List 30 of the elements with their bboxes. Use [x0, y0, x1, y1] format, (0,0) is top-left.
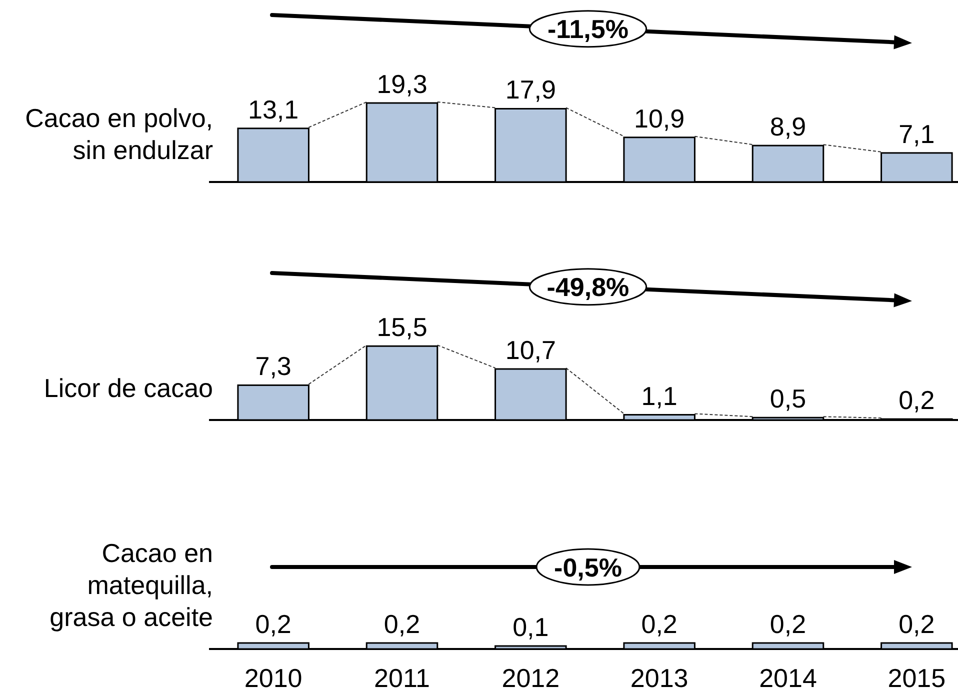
- text: -11,5%: [548, 14, 628, 44]
- data-label: 17,9: [505, 74, 556, 105]
- data-label: 19,3: [376, 69, 428, 99]
- x-tick-label: 2010: [244, 663, 302, 690]
- data-label: 0,2: [641, 608, 678, 639]
- data-label: 0,2: [898, 608, 935, 639]
- y-axis-title: Licor de cacao: [44, 373, 213, 403]
- data-label: 10,7: [505, 334, 556, 365]
- data-label: 7,3: [255, 351, 292, 382]
- data-label: 0,2: [898, 385, 935, 416]
- y-axis-title: Cacao en matequilla, grasa o aceite: [50, 538, 213, 632]
- x-tick-label: 2015: [888, 663, 946, 690]
- data-label: 0,5: [770, 384, 806, 414]
- data-label: 1,1: [641, 380, 678, 411]
- data-label: 0,1: [512, 612, 549, 642]
- x-tick-label: 2011: [374, 663, 430, 690]
- x-tick-label: 2013: [630, 663, 688, 690]
- y-axis-title: Cacao en polvo, sin endulzar: [25, 103, 214, 165]
- data-label: 0,2: [384, 608, 420, 639]
- text: -0,5%: [554, 552, 622, 582]
- data-label: 8,9: [770, 112, 806, 142]
- text: -49,8%: [546, 272, 630, 302]
- data-label: 0,2: [255, 608, 292, 639]
- data-label: 10,9: [634, 103, 685, 134]
- data-label: 15,5: [376, 312, 428, 342]
- x-tick-label: 2012: [502, 663, 560, 690]
- data-label: 0,2: [770, 608, 806, 639]
- x-tick-label: 2014: [759, 663, 817, 690]
- data-label: 7,1: [898, 118, 935, 149]
- data-label: 13,1: [248, 94, 299, 124]
